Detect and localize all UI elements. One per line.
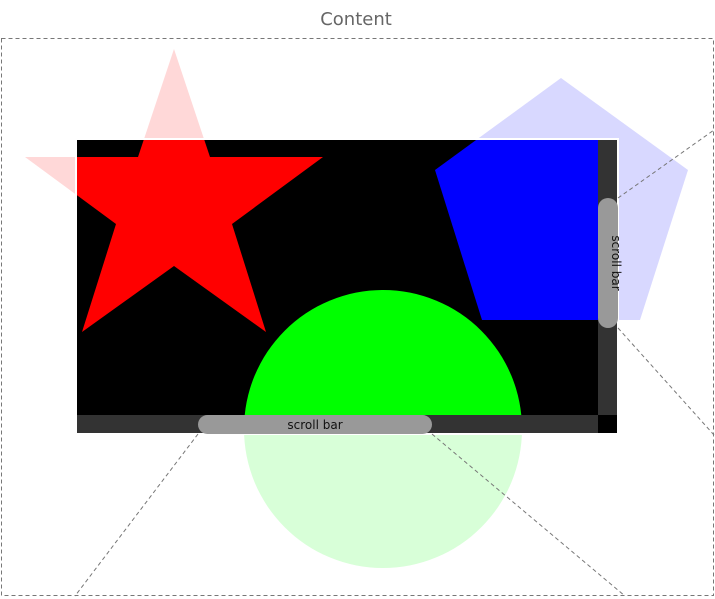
- scroll-corner: [598, 415, 618, 434]
- guide-line-h-left: [74, 433, 199, 597]
- content-boundary: [1, 38, 714, 596]
- horizontal-scroll-label: scroll bar: [287, 418, 342, 432]
- content-title: Content: [320, 9, 392, 30]
- horizontal-scroll-thumb[interactable]: [198, 415, 432, 434]
- guide-line-v-top: [617, 129, 715, 199]
- pentagon-shape: [435, 139, 618, 320]
- vertical-scroll-thumb[interactable]: [598, 198, 618, 328]
- star-shape: [76, 139, 323, 332]
- guide-line-v-bottom: [617, 327, 715, 436]
- circle-shape: [244, 290, 522, 434]
- vertical-scroll-label: scroll bar: [609, 235, 623, 290]
